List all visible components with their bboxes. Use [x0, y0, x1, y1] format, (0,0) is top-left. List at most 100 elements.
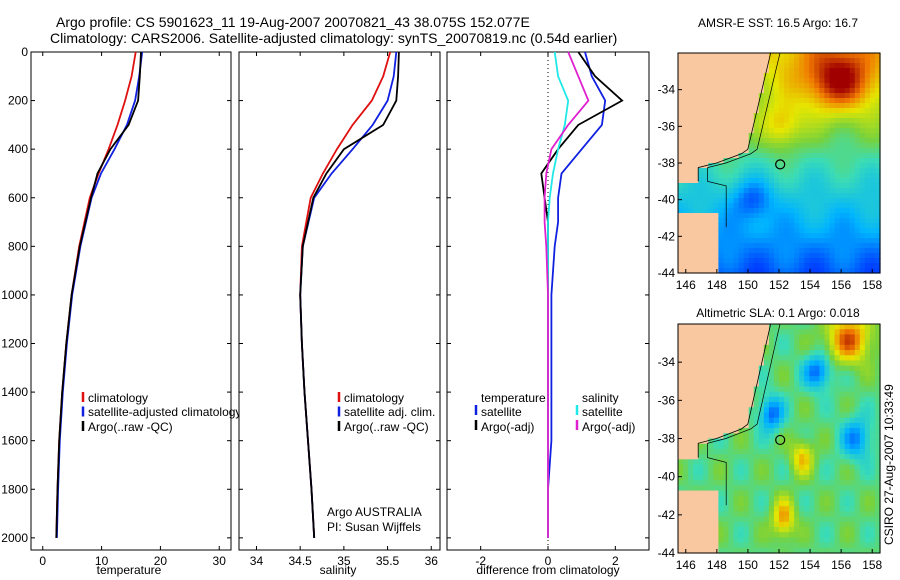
sst-map-cell	[839, 83, 846, 89]
sst-map-cell	[728, 123, 735, 129]
sla-map-cell	[743, 355, 750, 362]
sst-map-cell	[743, 228, 750, 234]
sla-map-cell	[829, 365, 836, 372]
sst-map-cell	[748, 173, 755, 179]
sst-map-cell	[829, 208, 836, 214]
sst-map-cell	[814, 188, 820, 194]
sla-map-cell	[703, 485, 709, 492]
sla-map-cell	[688, 443, 694, 450]
sst-map-cell	[768, 208, 775, 214]
sst-map-cell	[708, 193, 714, 199]
sla-map-cell	[678, 480, 684, 486]
sla-map-cell	[804, 391, 810, 398]
sst-map-cell	[859, 218, 866, 224]
sla-map-cell	[698, 448, 704, 455]
sla-map-cell	[859, 459, 866, 466]
sst-map-cell	[688, 93, 694, 99]
sst-map-cell	[683, 203, 689, 209]
sla-map-cell	[804, 469, 810, 476]
sst-map-cell	[854, 213, 861, 219]
sst-map-cell	[869, 63, 876, 69]
sla-map-cell	[874, 547, 881, 554]
sst-map-cell	[849, 263, 856, 269]
sla-map-cell	[693, 459, 699, 466]
sla-map-cell	[738, 500, 745, 507]
sla-map-x-tick-label: 152	[769, 558, 789, 572]
sla-map-cell	[703, 370, 709, 377]
sst-map-cell	[703, 138, 709, 144]
sla-map-cell	[859, 339, 866, 346]
sla-map-cell	[688, 407, 694, 414]
sst-map-cell	[768, 188, 775, 194]
sst-map-cell	[738, 238, 745, 244]
sst-map-cell	[723, 98, 730, 104]
sla-map-cell	[854, 428, 861, 434]
sla-map-cell	[703, 516, 709, 523]
sla-map-cell	[834, 537, 841, 544]
sla-map-cell	[773, 391, 780, 398]
sla-map-cell	[728, 386, 735, 393]
sla-map-cell	[874, 526, 881, 533]
sla-map-cell	[839, 433, 846, 440]
sst-map-cell	[809, 103, 815, 109]
sst-map-cell	[708, 238, 714, 244]
sst-map-cell	[834, 223, 841, 229]
sla-map-cell	[683, 370, 689, 377]
sst-map-cell	[874, 258, 881, 264]
sst-map-cell	[819, 253, 826, 259]
sst-map-cell	[804, 98, 810, 104]
sla-map-cell	[819, 526, 826, 533]
sla-map-cell	[768, 381, 775, 388]
sst-map-cell	[678, 53, 684, 59]
sst-map-cell	[874, 83, 881, 89]
sla-map-cell	[814, 490, 820, 497]
sst-map-cell	[874, 218, 881, 224]
sla-map-cell	[733, 506, 740, 512]
sst-map-cell	[779, 213, 785, 219]
sla-map-cell	[844, 511, 851, 518]
sst-map-cell	[779, 118, 785, 124]
sla-map-cell	[829, 511, 836, 518]
sst-map-cell	[708, 183, 714, 189]
sla-map-cell	[784, 485, 790, 492]
sla-map-cell	[733, 443, 740, 450]
sst-map-cell	[829, 243, 836, 249]
sst-map-cell	[753, 248, 760, 254]
sla-map-cell	[693, 542, 699, 549]
sla-map-cell	[763, 516, 770, 523]
sst-map-cell	[824, 128, 831, 134]
sst-map-cell	[874, 178, 881, 184]
sst-map-cell	[779, 93, 785, 99]
sst-map-cell	[678, 158, 684, 164]
sst-map-cell	[693, 123, 699, 129]
sla-map-cell	[819, 547, 826, 554]
sst-map-cell	[763, 103, 770, 109]
sst-map-cell	[854, 208, 861, 214]
sla-map-cell	[693, 350, 699, 356]
sst-map-cell	[804, 53, 810, 59]
sla-map-cell	[804, 355, 810, 362]
sla-map-cell	[819, 324, 826, 330]
sst-map-cell	[834, 68, 841, 74]
sst-map-cell	[713, 148, 719, 154]
sla-map-cell	[804, 459, 810, 466]
sst-map-cell	[859, 163, 866, 169]
sla-map-cell	[849, 365, 856, 372]
sst-map-cell	[804, 238, 810, 244]
sst-map-cell	[844, 88, 851, 94]
sla-map-cell	[814, 532, 820, 538]
sla-map-cell	[693, 506, 699, 512]
sst-map-cell	[874, 233, 881, 239]
sla-map-cell	[809, 438, 815, 445]
sla-map-cell	[789, 422, 795, 429]
sla-map-cell	[723, 438, 730, 445]
sla-map-cell	[844, 537, 851, 544]
sla-map-cell	[718, 495, 725, 502]
sst-map-cell	[799, 198, 805, 204]
sst-map-cell	[678, 203, 684, 209]
sla-map-cell	[819, 407, 826, 414]
sla-map-cell	[748, 542, 755, 549]
sla-map-cell	[844, 448, 851, 455]
sla-map-cell	[738, 542, 745, 549]
sst-map-cell	[758, 133, 765, 139]
